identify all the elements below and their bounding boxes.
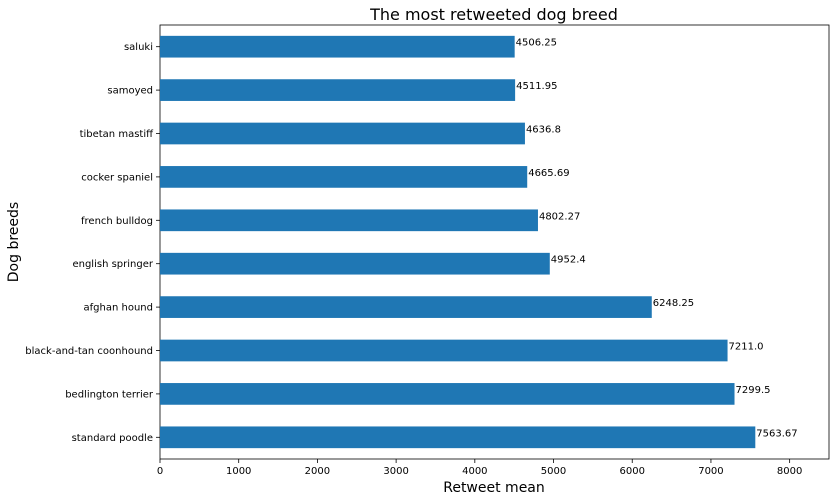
x-tick-label: 3000 [383,466,408,477]
bar [160,166,528,188]
value-label: 7211.0 [729,342,764,353]
value-label: 4636.8 [526,125,561,136]
bar [160,35,515,58]
bar [160,426,756,449]
x-tick-label: 8000 [777,466,802,477]
y-tick-label: standard poodle [72,433,153,444]
x-tick-label: 2000 [305,466,330,477]
y-tick-label: french bulldog [81,216,153,227]
value-label: 7563.67 [756,428,797,439]
bar [160,122,525,145]
plot-area: standard poodle bedlington terrier black-a… [25,24,830,477]
bars-group [160,35,756,449]
bar [160,79,516,101]
y-tick-label: bedlington terrier [65,389,154,400]
y-tick-label: samoyed [107,86,153,97]
value-label: 4511.95 [516,81,557,92]
y-tick-label: english springer [72,259,153,270]
y-axis-title: Dog breeds [6,202,22,282]
bar [160,296,652,318]
y-tick-labels: standard poodle bedlington terrier black-a… [25,42,160,444]
x-tick-label: 4000 [462,466,487,477]
x-tick-label: 0 [157,466,163,477]
x-axis-title: Retweet mean [443,480,545,496]
x-tick-label: 5000 [541,466,566,477]
y-tick-label: saluki [124,42,153,53]
value-label: 4952.4 [551,255,586,266]
y-tick-label: afghan hound [84,303,153,314]
chart-title: The most retweeted dog breed [369,5,618,24]
x-tick-label: 1000 [226,466,251,477]
y-tick-label: cocker spaniel [81,172,153,183]
y-tick-label: tibetan mastiff [80,129,155,140]
value-labels: 7563.67 7299.5 7211.0 6248.25 4952.4 4802.27 4… [516,38,798,440]
value-label: 4506.25 [516,38,557,49]
bar [160,383,735,405]
bar [160,339,728,362]
plot-frame [159,24,830,460]
value-label: 4802.27 [539,211,580,222]
bar [160,252,550,275]
value-label: 6248.25 [653,298,694,309]
x-tick-label: 6000 [620,466,645,477]
x-tick-label: 7000 [698,466,723,477]
value-label: 4665.69 [528,168,569,179]
bar [160,209,538,232]
y-tick-label: black-and-tan coonhound [25,346,153,357]
x-ticks: 0 1000 2000 3000 4000 5000 6000 7000 8000 [157,459,802,477]
value-label: 7299.5 [736,385,771,396]
